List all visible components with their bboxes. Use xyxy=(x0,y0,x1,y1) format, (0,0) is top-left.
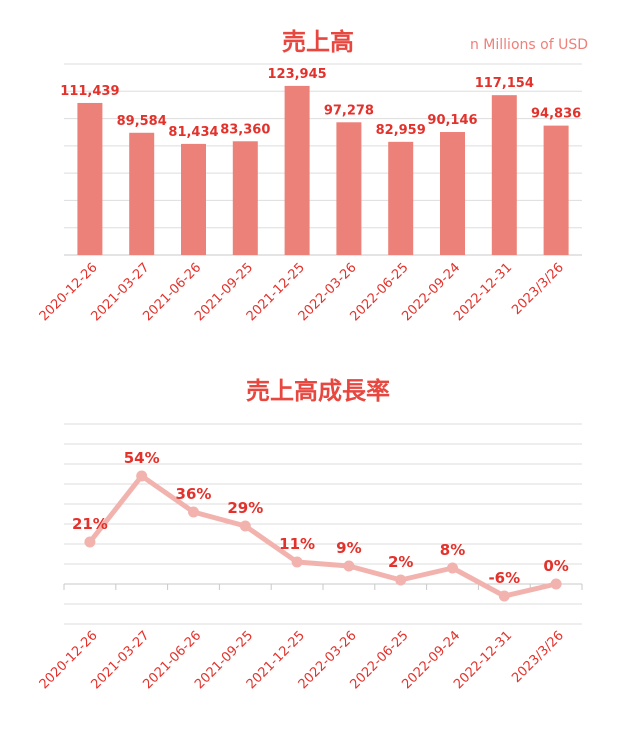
bar xyxy=(388,141,414,255)
bar-chart-x-ticks: 2020-12-262021-03-272021-06-262021-09-25… xyxy=(37,260,567,324)
bar xyxy=(336,122,362,256)
growth-value-label: 36% xyxy=(176,485,212,503)
growth-point xyxy=(550,578,562,590)
growth-point xyxy=(343,560,355,572)
growth-point xyxy=(188,506,199,518)
revenue-bar-chart: 売上高 n Millions of USD 111,439 89,58481,43… xyxy=(37,28,588,324)
bar-value-label: 123,945 xyxy=(267,67,326,82)
growth-value-label: 11% xyxy=(279,535,315,553)
line-chart-title: 売上高成長率 xyxy=(246,377,390,405)
bar xyxy=(284,85,310,255)
growth-point xyxy=(395,574,407,586)
bar-chart-title: 売上高 xyxy=(282,28,354,56)
growth-point xyxy=(84,536,96,548)
bar xyxy=(440,132,465,255)
growth-value-label: 9% xyxy=(336,539,361,557)
line-chart-series xyxy=(84,470,562,602)
growth-value-label: 8% xyxy=(440,541,465,559)
bar-value-label: 97,278 xyxy=(324,103,374,118)
bar-value-label: 83,360 xyxy=(220,122,270,137)
line-x-tick-label: 2023/3/26 xyxy=(509,628,567,686)
bar-value-label: 89,584 xyxy=(117,114,167,129)
bar-value-label: 117,154 xyxy=(475,76,534,91)
bar-value-label: 81,434 xyxy=(168,125,218,140)
growth-point xyxy=(136,470,148,482)
line-chart-x-ticks: 2020-12-262021-03-272021-06-262021-09-25… xyxy=(37,628,567,692)
bar xyxy=(181,143,206,255)
bar xyxy=(543,125,569,255)
growth-value-label: 2% xyxy=(388,553,413,571)
bar xyxy=(77,102,103,255)
bar-chart-bars xyxy=(77,85,569,256)
growth-series-line xyxy=(87,473,559,599)
growth-value-label: 29% xyxy=(227,499,263,517)
bar xyxy=(129,132,155,255)
bar xyxy=(491,95,517,255)
growth-value-label: -6% xyxy=(488,569,520,587)
growth-point xyxy=(291,556,303,568)
growth-point xyxy=(447,562,458,574)
growth-value-label: 21% xyxy=(72,515,108,533)
bar-value-label: 94,836 xyxy=(531,107,581,122)
growth-rate-line-chart: 売上高成長率 21% 54% 36% 29% 11% 9% 2% 8% -6% 0% 2020-1… xyxy=(37,377,583,692)
bar xyxy=(232,141,258,255)
growth-point xyxy=(239,520,251,532)
bar-chart-unit-label: n Millions of USD xyxy=(470,37,588,53)
bar-value-label: 82,959 xyxy=(376,123,426,138)
line-chart-value-labels: 21% 54% 36% 29% 11% 9% 2% 8% -6% 0% xyxy=(72,449,569,587)
growth-value-label: 54% xyxy=(124,449,160,467)
bar-value-label: 90,146 xyxy=(427,113,477,128)
growth-point xyxy=(498,590,510,602)
bar-value-label: 111,439 xyxy=(60,84,119,99)
bar-x-tick-label: 2023/3/26 xyxy=(509,260,567,318)
growth-value-label: 0% xyxy=(543,557,568,575)
